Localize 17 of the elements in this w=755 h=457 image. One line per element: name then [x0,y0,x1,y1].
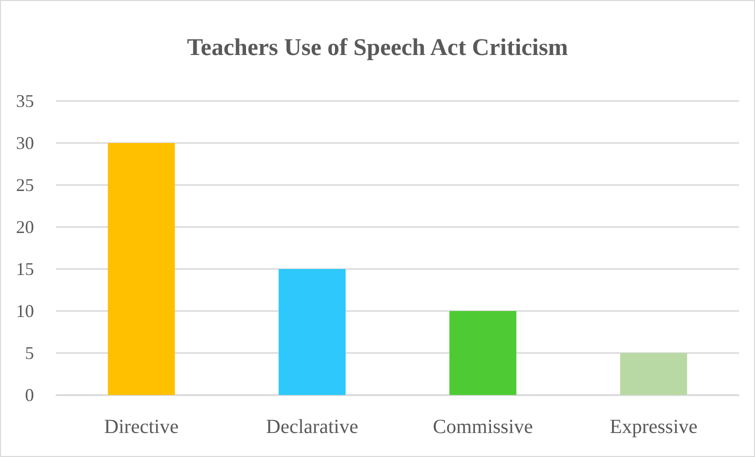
x-tick-label: Expressive [610,416,698,438]
y-tick-label: 10 [16,301,34,321]
y-tick-label: 35 [16,91,34,111]
bar [449,311,516,395]
y-tick-label: 30 [16,133,34,153]
x-tick-label: Commissive [432,416,533,438]
x-tick-label: Declarative [266,416,358,438]
y-tick-label: 15 [16,259,34,279]
y-tick-label: 25 [16,175,34,195]
chart-title: Teachers Use of Speech Act Criticism [186,35,568,61]
x-tick-label: Directive [104,416,179,438]
bar [620,353,688,395]
bar [278,269,346,395]
bar [108,143,175,395]
y-tick-label: 0 [25,385,34,405]
y-tick-label: 5 [25,343,34,363]
y-tick-label: 20 [16,217,34,237]
